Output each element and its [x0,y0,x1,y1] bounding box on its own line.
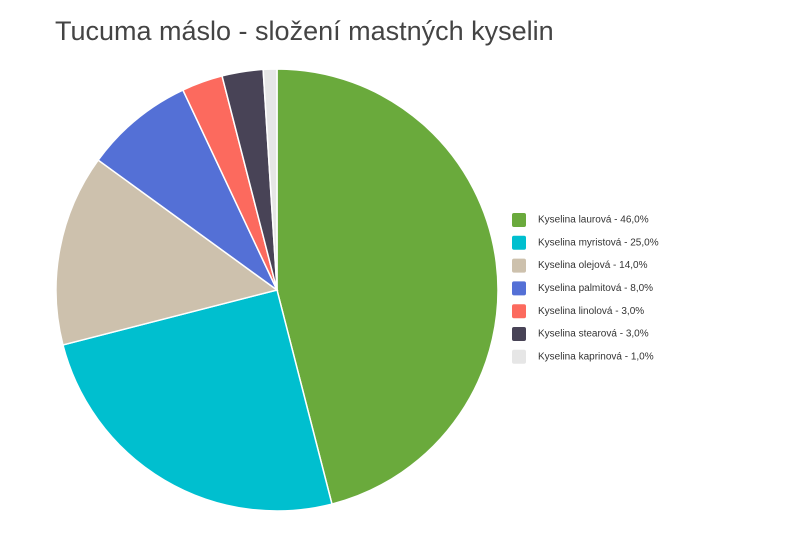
pie-slice [262,68,278,291]
chart-title: Tucuma máslo - složení mastných kyselin [55,16,554,46]
legend-label: Kyselina myristová - 25,0% [538,237,659,248]
legend-label: Kyselina palmitová - 8,0% [538,283,653,294]
pie-slice [276,68,499,505]
legend-swatch [512,304,526,319]
legend-swatch [512,349,526,364]
legend-swatch [512,281,526,296]
pie-slice [55,159,279,346]
legend-label: Kyselina stearová - 3,0% [538,329,649,340]
pie-slice [62,289,333,512]
legend-label: Kyselina olejová - 14,0% [538,260,648,271]
pie-slice [97,89,278,291]
legend-swatch [512,327,526,341]
legend-label: Kyselina kaprinová - 1,0% [538,351,654,362]
legend-label: Kyselina laurová - 46,0% [538,215,649,226]
legend-swatch [512,258,526,273]
legend-swatch [512,213,526,227]
legend-label: Kyselina linolová - 3,0% [538,306,644,317]
legend-swatch [512,235,526,250]
